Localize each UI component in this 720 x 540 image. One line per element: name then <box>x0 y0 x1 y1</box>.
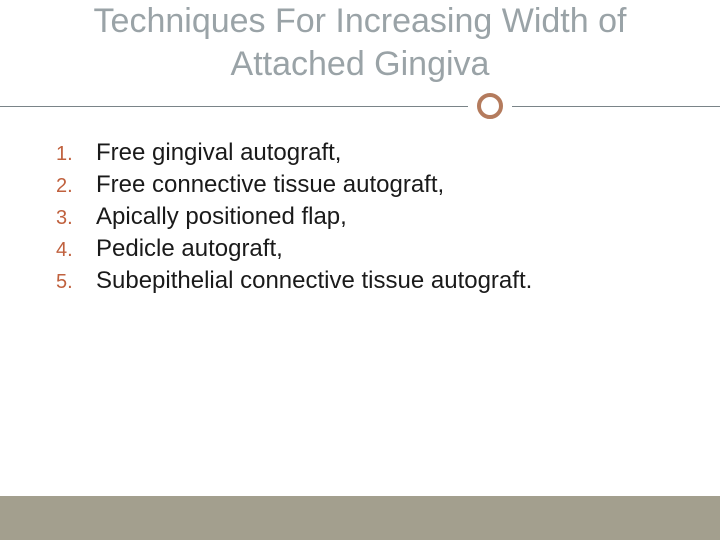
title-line-2: Attached Gingiva <box>0 43 720 86</box>
list-text: Free connective tissue autograft, <box>96 171 444 199</box>
list-item: 3. Apically positioned flap, <box>56 203 680 231</box>
footer-band <box>0 496 720 540</box>
list-item: 2. Free connective tissue autograft, <box>56 171 680 199</box>
list-item: 4. Pedicle autograft, <box>56 235 680 263</box>
list-item: 1. Free gingival autograft, <box>56 139 680 167</box>
title-line-1: Techniques For Increasing Width of <box>0 0 720 43</box>
list-item: 5. Subepithelial connective tissue autog… <box>56 267 680 295</box>
title-divider <box>0 91 720 121</box>
list-text: Subepithelial connective tissue autograf… <box>96 267 532 295</box>
divider-line-right <box>512 106 720 107</box>
divider-line-left <box>0 106 468 107</box>
list-number: 1. <box>56 143 96 166</box>
list-text: Pedicle autograft, <box>96 235 283 263</box>
slide-title: Techniques For Increasing Width of Attac… <box>0 0 720 85</box>
list-number: 3. <box>56 207 96 230</box>
divider-ring-icon <box>477 93 503 119</box>
techniques-list: 1. Free gingival autograft, 2. Free conn… <box>0 139 720 295</box>
list-number: 2. <box>56 175 96 198</box>
list-text: Free gingival autograft, <box>96 139 341 167</box>
slide: Techniques For Increasing Width of Attac… <box>0 0 720 540</box>
list-number: 5. <box>56 271 96 294</box>
list-text: Apically positioned flap, <box>96 203 347 231</box>
list-number: 4. <box>56 239 96 262</box>
